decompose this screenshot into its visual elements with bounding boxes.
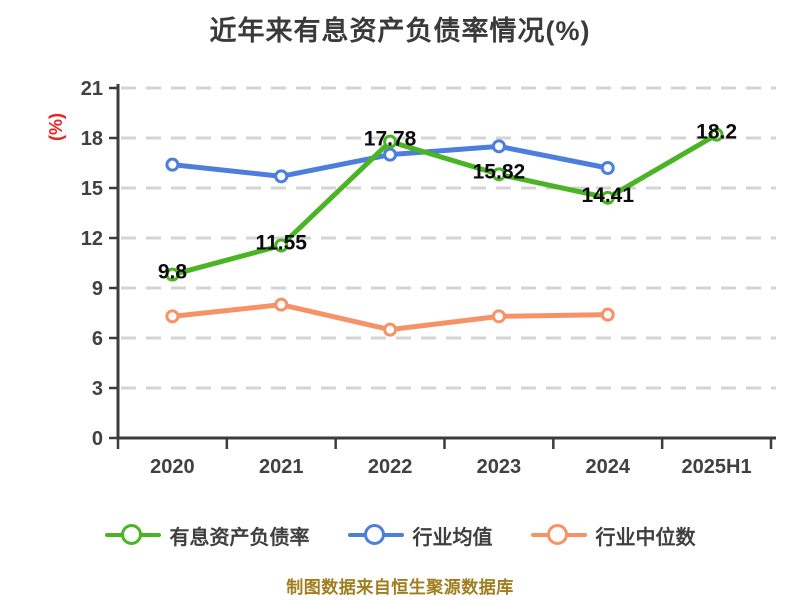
legend-marker-dot bbox=[546, 524, 568, 545]
data-point-series-1 bbox=[274, 169, 289, 184]
x-tick-label: 2024 bbox=[586, 456, 631, 478]
data-point-label: 18.2 bbox=[696, 121, 737, 144]
data-point-series-1 bbox=[383, 147, 398, 162]
x-tick-label: 2021 bbox=[259, 456, 304, 478]
data-point-label: 11.55 bbox=[256, 232, 308, 255]
data-point-label: 17.78 bbox=[364, 128, 417, 151]
legend-item-2: 行业中位数 bbox=[530, 521, 696, 550]
data-point-series-1 bbox=[600, 161, 615, 175]
legend-item-0: 有息资产负债率 bbox=[104, 521, 310, 550]
y-tick-label: 12 bbox=[81, 228, 103, 250]
y-axis-unit-label: (%) bbox=[46, 113, 66, 141]
data-point-series-2 bbox=[274, 297, 289, 312]
data-point-series-2 bbox=[491, 309, 506, 324]
data-point-series-1 bbox=[491, 139, 506, 154]
x-tick-label: 2025H1 bbox=[682, 456, 752, 478]
data-point-series-0 bbox=[165, 267, 180, 282]
y-tick-label: 9 bbox=[92, 278, 103, 300]
data-point-series-0 bbox=[709, 127, 724, 142]
data-point-label: 9.8 bbox=[158, 261, 188, 284]
y-tick-label: 18 bbox=[81, 128, 103, 150]
data-point-series-2 bbox=[600, 307, 615, 322]
chart-title: 近年来有息资产负债率情况(%) bbox=[209, 16, 591, 46]
y-tick-label: 15 bbox=[81, 178, 103, 200]
legend-marker-dot bbox=[363, 524, 385, 545]
x-tick-label: 2020 bbox=[150, 456, 195, 478]
legend-item-1: 行业均值 bbox=[347, 521, 493, 550]
data-point-series-2 bbox=[383, 322, 398, 337]
chart-legend: 有息资产负债率 行业均值 行业中位数 bbox=[0, 512, 800, 558]
legend-marker-icon bbox=[347, 524, 404, 546]
x-tick-label: 2022 bbox=[368, 456, 413, 478]
y-tick-label: 3 bbox=[92, 378, 103, 400]
y-tick-label: 21 bbox=[81, 78, 103, 100]
line-chart-plot-area: 0 3 6 9 12 15 18 21 2020 2021 2022 2023 2024 2025H1 (%… bbox=[46, 78, 776, 478]
data-point-series-0 bbox=[383, 134, 398, 149]
y-tick-label: 6 bbox=[92, 328, 103, 350]
y-tick-label: 0 bbox=[92, 428, 103, 450]
data-point-series-1 bbox=[165, 157, 180, 172]
legend-label: 行业中位数 bbox=[595, 526, 696, 549]
data-point-series-0 bbox=[600, 190, 615, 205]
legend-label: 有息资产负债率 bbox=[169, 526, 310, 549]
data-point-label: 15.82 bbox=[473, 160, 526, 183]
series-line-0 bbox=[169, 132, 720, 278]
legend-marker-icon bbox=[104, 524, 161, 546]
data-point-label: 14.41 bbox=[581, 184, 634, 207]
data-source-note: 制图数据来自恒生聚源数据库 bbox=[286, 578, 514, 597]
legend-marker-icon bbox=[530, 524, 587, 546]
legend-marker-dot bbox=[120, 524, 142, 545]
x-tick-label: 2023 bbox=[477, 456, 522, 478]
legend-label: 行业均值 bbox=[412, 526, 493, 549]
data-point-series-2 bbox=[165, 309, 180, 324]
data-point-series-0 bbox=[491, 167, 506, 182]
data-point-series-0 bbox=[274, 238, 289, 253]
